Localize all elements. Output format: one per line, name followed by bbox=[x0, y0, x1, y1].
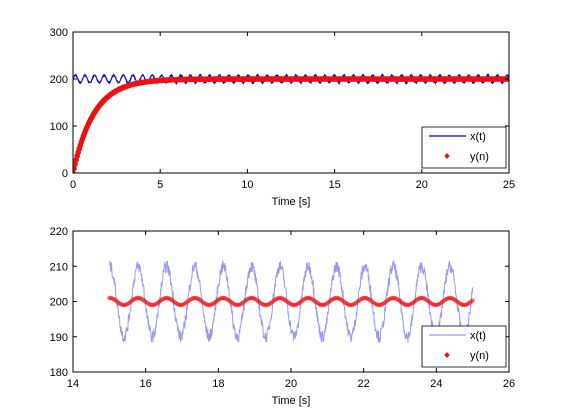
top-legend-box bbox=[421, 126, 507, 169]
bottom-legend: x(t) y(n) bbox=[421, 325, 507, 368]
y-tick-label: 200 bbox=[50, 297, 68, 309]
x-tick-label: 10 bbox=[241, 179, 253, 191]
bottom-legend-label-y: y(n) bbox=[470, 350, 489, 362]
x-tick-label: 0 bbox=[70, 179, 76, 191]
bottom-legend-box bbox=[421, 325, 507, 368]
bottom-legend-label-x: x(t) bbox=[470, 330, 486, 342]
y-tick-label: 180 bbox=[50, 367, 68, 379]
x-tick-label: 20 bbox=[416, 179, 428, 191]
x-tick-label: 5 bbox=[157, 179, 163, 191]
series-y-point bbox=[470, 298, 475, 303]
y-tick-label: 210 bbox=[50, 261, 68, 273]
y-tick-label: 100 bbox=[50, 121, 68, 133]
bottom-x-axis-label: Time [s] bbox=[272, 395, 311, 407]
x-tick-label: 25 bbox=[503, 179, 515, 191]
top-plot: 0 5 10 15 20 25 0 100 200 300 Time [s] x(t) y(n) bbox=[50, 27, 515, 208]
x-tick-label: 15 bbox=[328, 179, 340, 191]
x-tick-label: 14 bbox=[67, 378, 79, 390]
top-legend-label-y: y(n) bbox=[470, 151, 489, 163]
bottom-legend-swatch-y bbox=[444, 352, 450, 358]
x-tick-label: 24 bbox=[430, 378, 442, 390]
x-tick-label: 16 bbox=[140, 378, 152, 390]
top-legend: x(t) y(n) bbox=[421, 126, 507, 169]
y-tick-label: 300 bbox=[50, 27, 68, 39]
top-legend-swatch-y bbox=[444, 153, 450, 159]
bottom-plot: 14 16 18 20 22 24 26 180 190 200 210 220 Time [s] x… bbox=[50, 226, 515, 407]
x-tick-label: 22 bbox=[358, 378, 370, 390]
x-tick-label: 18 bbox=[212, 378, 224, 390]
x-tick-label: 26 bbox=[503, 378, 515, 390]
top-plot-frame bbox=[72, 31, 510, 174]
series-x-line bbox=[108, 260, 474, 344]
y-tick-label: 220 bbox=[50, 226, 68, 238]
series-y-point bbox=[73, 165, 77, 172]
x-tick-label: 20 bbox=[285, 378, 297, 390]
y-tick-label: 0 bbox=[62, 168, 68, 180]
top-legend-label-x: x(t) bbox=[470, 131, 486, 143]
y-tick-label: 190 bbox=[50, 332, 68, 344]
top-x-axis-label: Time [s] bbox=[272, 196, 311, 208]
y-tick-label: 200 bbox=[50, 74, 68, 86]
